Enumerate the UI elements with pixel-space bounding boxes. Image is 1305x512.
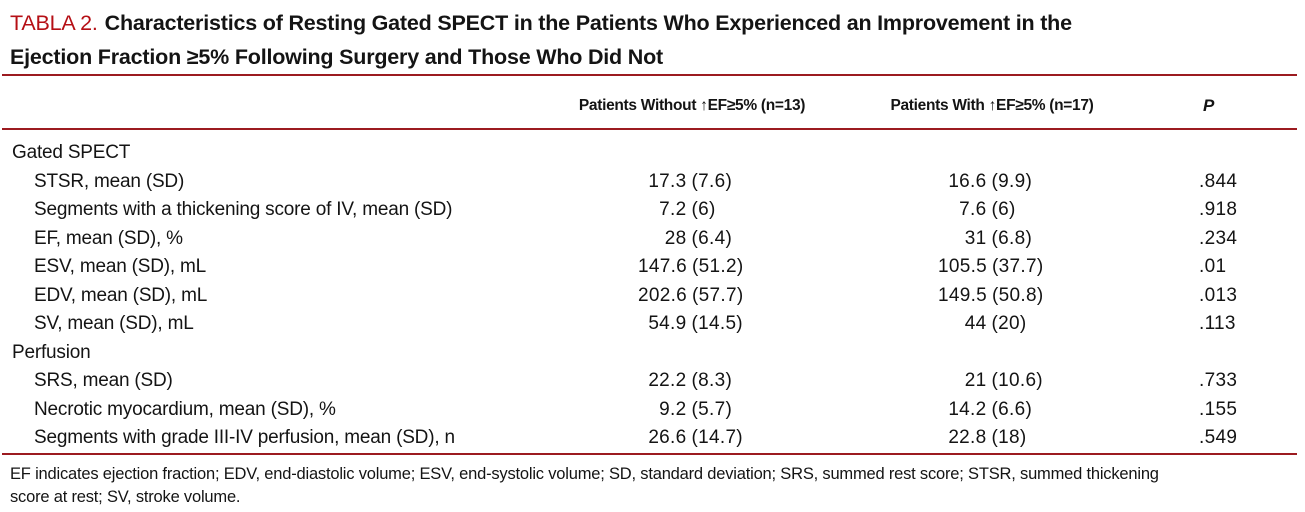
p-value: .234: [1199, 227, 1238, 249]
table-row: Necrotic myocardium, mean (SD), % 9.2 (5.…: [2, 396, 1297, 425]
column-header-p: P: [1147, 75, 1297, 130]
section-label: Gated SPECT: [12, 142, 131, 164]
with-ef-value: 7.6 (6): [959, 199, 1016, 221]
row-label: Segments with a thickening score of IV, …: [34, 199, 453, 221]
without-ef-value: 17.3 (7.6): [648, 170, 733, 192]
column-header-empty: [2, 75, 547, 130]
p-value: .844: [1199, 170, 1238, 192]
with-ef-value: 31 (6.8): [964, 227, 1033, 249]
with-ef-value: 22.8 (18): [948, 427, 1027, 449]
table-row: EDV, mean (SD), mL 202.6 (57.7) 149.5 (50.…: [2, 282, 1297, 311]
p-value: .01: [1199, 256, 1227, 278]
row-label: SV, mean (SD), mL: [34, 313, 194, 335]
table-row: STSR, mean (SD) 17.3 (7.6) 16.6 (9.9) .844: [2, 168, 1297, 197]
with-ef-value: 149.5 (50.8): [937, 284, 1044, 306]
table-row: Segments with grade III-IV perfusion, me…: [2, 424, 1297, 454]
with-ef-value: 105.5 (37.7): [937, 256, 1044, 278]
with-ef-value: 14.2 (6.6): [948, 398, 1033, 420]
column-header-without-ef: Patients Without ↑EF≥5% (n=13): [547, 75, 837, 130]
p-value: .549: [1199, 427, 1238, 449]
column-header-with-ef: Patients With ↑EF≥5% (n=17): [837, 75, 1147, 130]
table-title-text: Characteristics of Resting Gated SPECT i…: [10, 11, 1072, 69]
section-label: Perfusion: [12, 341, 91, 363]
without-ef-value: 22.2 (8.3): [648, 370, 733, 392]
table-header: Patients Without ↑EF≥5% (n=13) Patients …: [2, 75, 1297, 130]
p-value: .918: [1199, 199, 1238, 221]
p-value: .155: [1199, 398, 1238, 420]
with-ef-value: 16.6 (9.9): [948, 170, 1033, 192]
with-ef-value: 21 (10.6): [964, 370, 1043, 392]
without-ef-value: 26.6 (14.7): [648, 427, 743, 449]
without-ef-value: 202.6 (57.7): [637, 284, 744, 306]
p-value: .113: [1199, 313, 1236, 335]
table-row: EF, mean (SD), % 28 (6.4) 31 (6.8) .234: [2, 225, 1297, 254]
without-ef-value: 7.2 (6): [659, 199, 716, 221]
table-number-label: TABLA 2.: [10, 11, 98, 35]
p-value: .733: [1199, 370, 1238, 392]
row-label: EDV, mean (SD), mL: [34, 284, 208, 306]
row-label: SRS, mean (SD): [34, 370, 173, 392]
table-row: Segments with a thickening score of IV, …: [2, 196, 1297, 225]
table-row: SV, mean (SD), mL 54.9 (14.5) 44 (20) .113: [2, 310, 1297, 339]
with-ef-value: 44 (20): [964, 313, 1027, 335]
table-footnote: EF indicates ejection fraction; EDV, end…: [10, 464, 1159, 506]
row-label: Necrotic myocardium, mean (SD), %: [34, 398, 336, 420]
p-value: .013: [1199, 284, 1238, 306]
row-label: STSR, mean (SD): [34, 170, 185, 192]
results-table: Patients Without ↑EF≥5% (n=13) Patients …: [2, 74, 1297, 455]
row-label: EF, mean (SD), %: [34, 227, 183, 249]
table-title: TABLA 2. Characteristics of Resting Gated…: [0, 0, 1305, 74]
table-row-section: Perfusion: [2, 339, 1297, 368]
row-label: ESV, mean (SD), mL: [34, 256, 207, 278]
without-ef-value: 9.2 (5.7): [659, 398, 733, 420]
without-ef-value: 28 (6.4): [664, 227, 733, 249]
table-row: ESV, mean (SD), mL 147.6 (51.2) 105.5 (37.…: [2, 253, 1297, 282]
table-row-section: Gated SPECT: [2, 129, 1297, 168]
without-ef-value: 54.9 (14.5): [648, 313, 743, 335]
table-row: SRS, mean (SD) 22.2 (8.3) 21 (10.6) .733: [2, 367, 1297, 396]
without-ef-value: 147.6 (51.2): [637, 256, 744, 278]
row-label: Segments with grade III-IV perfusion, me…: [34, 427, 455, 449]
